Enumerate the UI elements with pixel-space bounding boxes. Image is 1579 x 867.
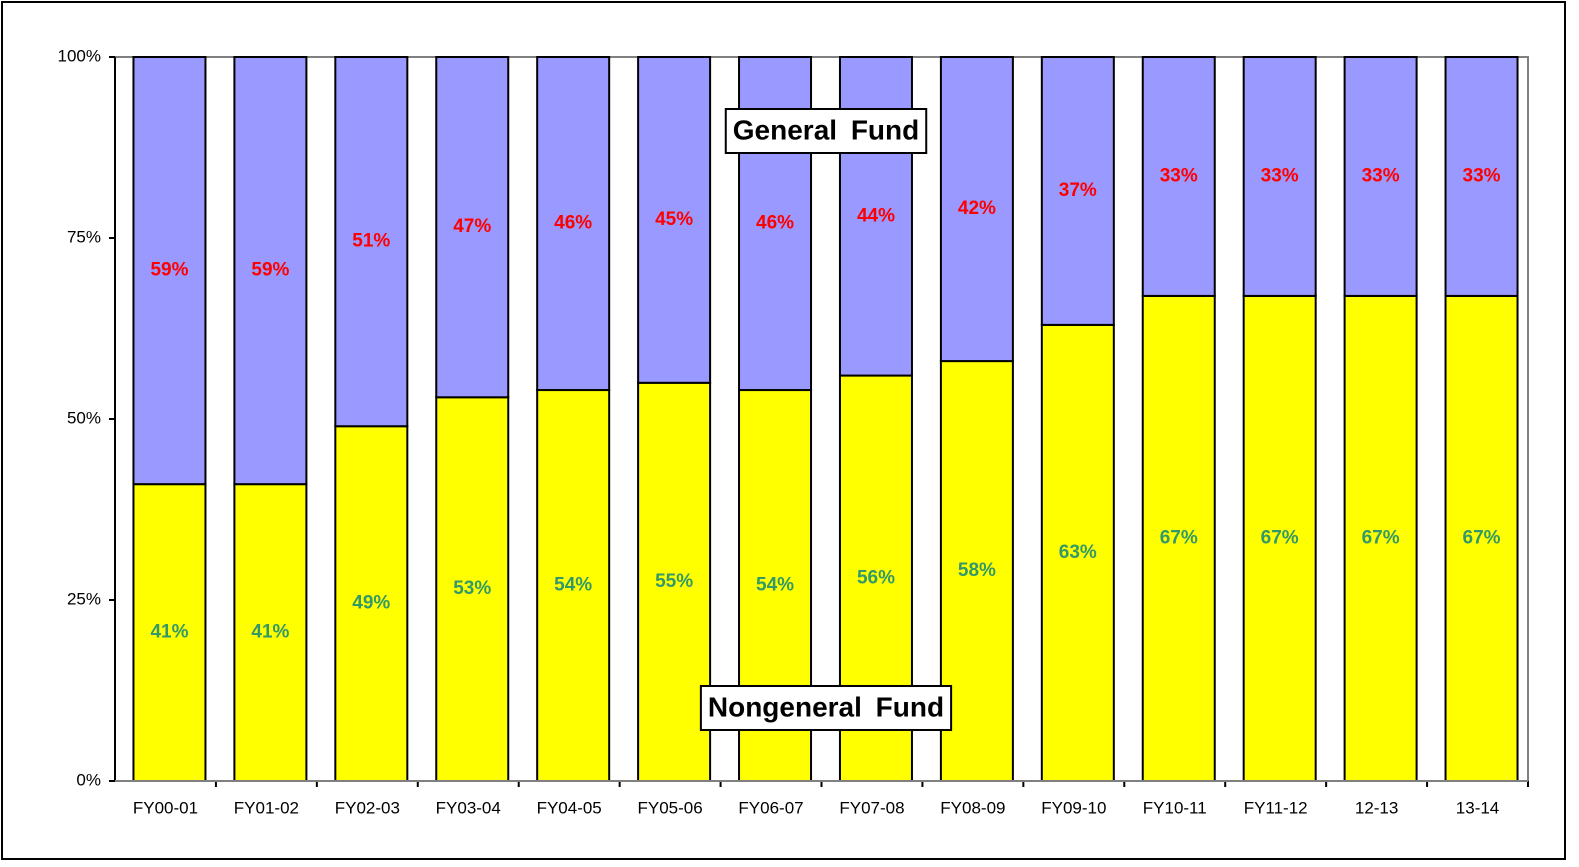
bar-segment xyxy=(233,56,308,486)
x-tick-label: FY04-05 xyxy=(537,798,602,817)
annotation-box xyxy=(699,685,953,731)
y-tick-label: 75% xyxy=(67,227,101,246)
bar-segment xyxy=(334,56,409,428)
value-label: 56% xyxy=(857,567,895,588)
bar-segment xyxy=(536,389,611,782)
value-label: 46% xyxy=(756,213,794,234)
annotation: Nongeneral Fund xyxy=(708,691,944,722)
bar-segment xyxy=(1343,56,1418,297)
value-label: 37% xyxy=(1059,180,1097,201)
value-label: 54% xyxy=(756,575,794,596)
value-label: 58% xyxy=(958,560,996,581)
value-label: 53% xyxy=(453,578,491,599)
x-tick-label: FY02-03 xyxy=(335,798,400,817)
x-tick-label: FY06-07 xyxy=(738,798,803,817)
y-tick-label: 100% xyxy=(58,46,101,65)
bar-segment xyxy=(1242,294,1317,782)
x-tick-label: FY10-11 xyxy=(1143,798,1207,817)
value-label: 67% xyxy=(1261,527,1299,548)
bar-segment xyxy=(1444,56,1519,297)
value-label: 33% xyxy=(1362,165,1400,186)
y-tick-label: 0% xyxy=(76,770,101,789)
x-tick-label: FY01-02 xyxy=(234,798,299,817)
x-tick-label: 13-14 xyxy=(1456,798,1499,817)
bar-segment xyxy=(1343,294,1418,782)
bar-segment xyxy=(939,56,1014,363)
value-label: 44% xyxy=(857,205,895,226)
x-tick-label: 12-13 xyxy=(1355,798,1398,817)
bar-segment xyxy=(233,483,308,782)
bar-segment xyxy=(435,56,510,399)
y-tick-label: 50% xyxy=(67,408,101,427)
bar-segment xyxy=(1444,294,1519,782)
bar-segment xyxy=(132,483,207,782)
x-tick-label: FY00-01 xyxy=(133,798,198,817)
y-tick-label: 25% xyxy=(67,589,101,608)
value-label: 33% xyxy=(1463,165,1501,186)
value-label: 33% xyxy=(1261,165,1299,186)
bar-segment xyxy=(1242,56,1317,297)
bar-segment xyxy=(536,56,611,392)
bar-segment xyxy=(1141,56,1216,297)
value-label: 41% xyxy=(150,622,188,643)
bar-segment xyxy=(132,56,207,486)
bar-segment xyxy=(1040,323,1115,782)
bar-segment xyxy=(1040,56,1115,326)
value-label: 59% xyxy=(150,260,188,281)
x-tick-label: FY11-12 xyxy=(1244,798,1308,817)
value-label: 59% xyxy=(251,260,289,281)
x-tick-label: FY05-06 xyxy=(638,798,703,817)
value-label: 55% xyxy=(655,571,693,592)
annotation: General Fund xyxy=(733,114,919,145)
x-tick-label: FY07-08 xyxy=(839,798,904,817)
value-label: 49% xyxy=(352,593,390,614)
x-tick-label: FY08-09 xyxy=(940,798,1005,817)
value-label: 41% xyxy=(251,622,289,643)
annotation-box xyxy=(724,108,928,154)
value-label: 63% xyxy=(1059,542,1097,563)
value-label: 67% xyxy=(1160,527,1198,548)
bar-segment xyxy=(435,396,510,782)
x-tick-label: FY09-10 xyxy=(1041,798,1106,817)
bar-segment xyxy=(637,56,712,384)
value-label: 33% xyxy=(1160,165,1198,186)
value-label: 67% xyxy=(1463,527,1501,548)
value-label: 54% xyxy=(554,575,592,596)
value-label: 67% xyxy=(1362,527,1400,548)
value-label: 47% xyxy=(453,216,491,237)
value-label: 46% xyxy=(554,213,592,234)
value-label: 51% xyxy=(352,231,390,252)
x-tick-label: FY03-04 xyxy=(436,798,501,817)
value-label: 45% xyxy=(655,209,693,230)
value-label: 42% xyxy=(958,198,996,219)
bar-segment xyxy=(637,381,712,782)
